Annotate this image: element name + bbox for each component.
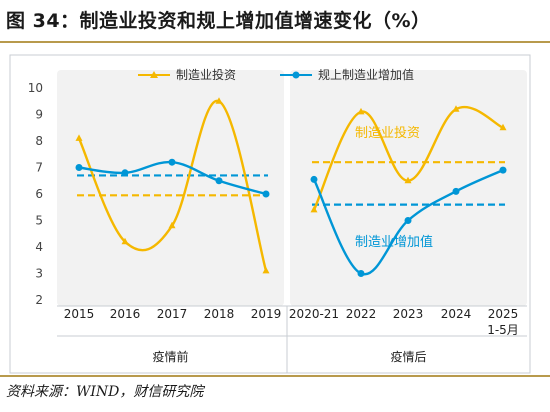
- chart-title: 图 34：制造业投资和规上增加值增速变化（%）: [6, 10, 431, 32]
- x-tick-label: 2019: [251, 307, 282, 321]
- y-tick-label: 2: [35, 293, 43, 307]
- y-tick-label: 8: [35, 134, 43, 148]
- x-tick-label: 2023: [393, 307, 424, 321]
- investment-point: [499, 123, 507, 131]
- x-tick-label: 2017: [157, 307, 188, 321]
- y-tick-label: 6: [35, 187, 43, 201]
- value-added-point: [357, 270, 365, 277]
- chart-frame: [9, 54, 531, 374]
- y-tick-label: 3: [35, 267, 43, 281]
- investment-point: [215, 97, 223, 104]
- x-tick-label: 2015: [64, 307, 95, 321]
- legend-marker: [150, 71, 158, 78]
- panel-post-covid: [290, 70, 527, 306]
- x-tick-label: 2024: [441, 307, 472, 321]
- investment-point: [404, 176, 412, 184]
- value-added-point: [452, 187, 460, 195]
- source-note: 资料来源：WIND，财信研究院: [6, 384, 204, 400]
- group-label-pre-covid: 疫情前: [152, 349, 188, 364]
- value-added-point: [121, 169, 129, 177]
- y-tick-label: 7: [35, 161, 43, 175]
- investment-point: [168, 221, 176, 229]
- legend-label: 规上制造业增加值: [318, 67, 414, 82]
- value-added-point: [499, 166, 507, 174]
- investment-point: [310, 205, 318, 213]
- investment-series-line: [312, 105, 504, 211]
- x-tick-label: 1-5月: [487, 323, 519, 337]
- annotation-investment: 制造业投资: [355, 125, 420, 141]
- value-added-point: [404, 217, 412, 224]
- x-tick-label: 2025: [488, 307, 519, 321]
- y-tick-label: 9: [35, 108, 43, 122]
- investment-point: [121, 237, 129, 245]
- annotation-value-added: 制造业增加值: [355, 234, 433, 250]
- value-added-point: [215, 177, 223, 185]
- investment-point: [452, 105, 460, 112]
- legend-item-value-added: 规上制造业增加值: [280, 67, 414, 82]
- x-tick-label: 2022: [346, 307, 377, 321]
- value-added-series-line: [312, 169, 504, 276]
- value-added-point: [310, 175, 318, 183]
- value-added-point: [75, 164, 83, 171]
- value-added-point: [262, 190, 270, 198]
- investment-point: [262, 266, 270, 274]
- investment-point: [75, 134, 83, 141]
- source-divider: [0, 375, 550, 377]
- legend-item-investment: 制造业投资: [138, 67, 236, 82]
- investment-series-line: [77, 100, 268, 272]
- x-tick-label: 2020-21: [289, 307, 339, 321]
- x-tick-label: 2016: [110, 307, 141, 321]
- panel-pre-covid: [57, 70, 284, 306]
- group-label-post-covid: 疫情后: [390, 349, 426, 364]
- y-tick-label: 4: [35, 240, 43, 254]
- investment-point: [357, 107, 365, 115]
- legend-label: 制造业投资: [176, 67, 236, 82]
- x-tick-label: 2018: [204, 307, 235, 321]
- value-added-point: [168, 158, 176, 166]
- y-tick-label: 10: [28, 81, 43, 95]
- y-tick-label: 5: [35, 214, 43, 228]
- legend-marker: [292, 71, 300, 79]
- title-divider: [0, 41, 550, 43]
